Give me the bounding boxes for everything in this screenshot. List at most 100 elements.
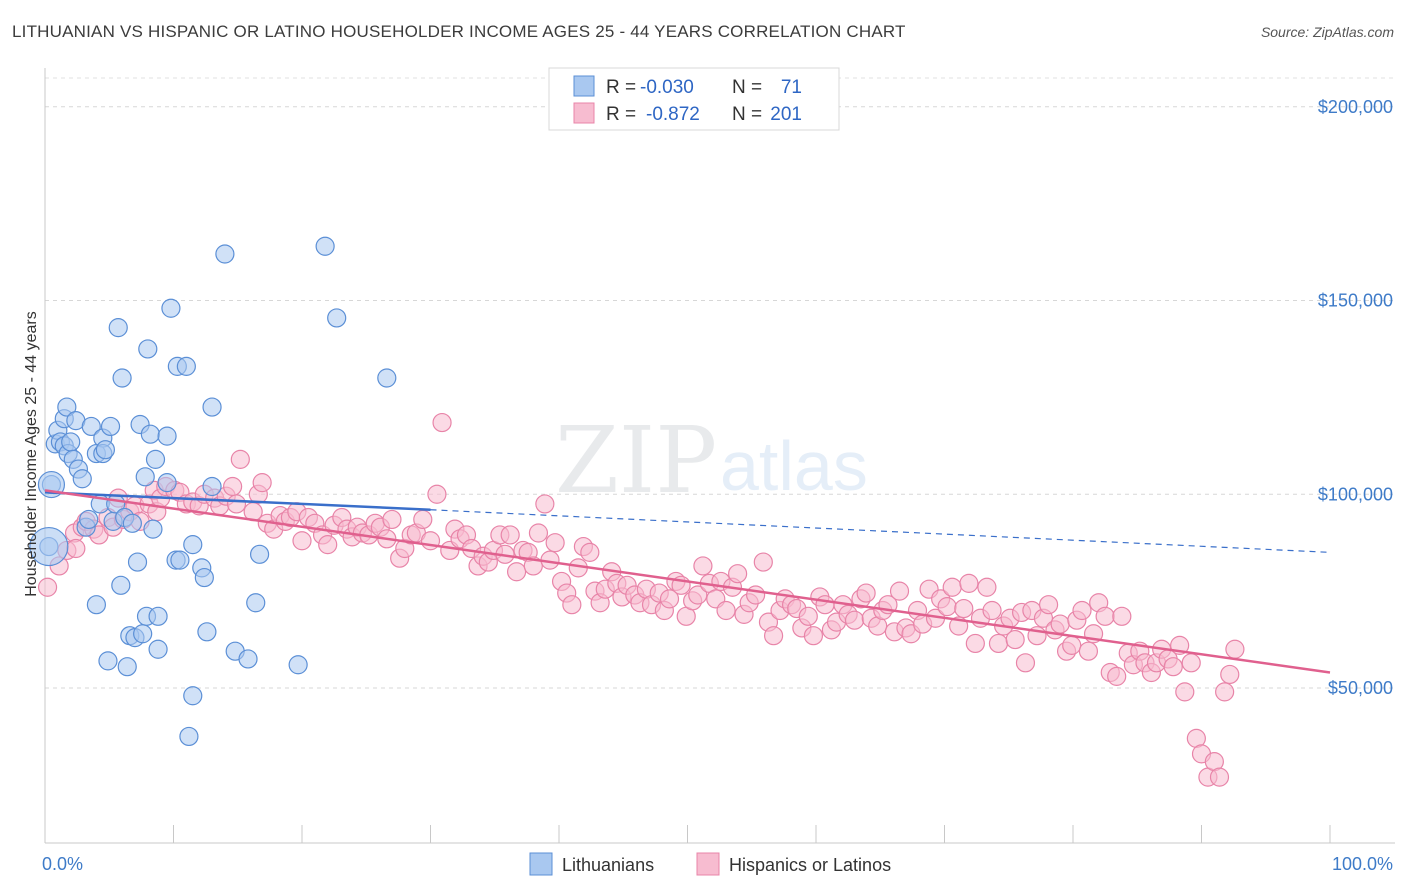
hispanic-point-157 — [959, 573, 979, 593]
hispanic-point-158 — [965, 633, 985, 654]
lithuanian-point-29 — [112, 368, 132, 388]
top-legend: R = -0.030 N = 71 R = -0.872 N = 201 — [548, 67, 840, 131]
lithuanian-point-38 — [135, 467, 155, 487]
lithuanian-point-64 — [246, 593, 266, 613]
bottom-legend-label-2: Hispanics or Latinos — [729, 855, 891, 875]
lithuanian-point-22 — [95, 440, 115, 460]
lithuanian-point-9 — [61, 432, 81, 452]
hispanic-point-121 — [753, 552, 773, 572]
hispanic-point-184 — [1112, 606, 1132, 626]
lithuanian-point-47 — [157, 426, 177, 446]
hispanic-point-139 — [856, 583, 876, 603]
hispanic-point-46 — [318, 535, 338, 555]
lithuanian-trend-line — [44, 491, 431, 511]
lithuanian-point-52 — [176, 356, 196, 376]
lithuanian-point-24 — [100, 416, 121, 437]
lithuanian-point-54 — [183, 686, 203, 706]
y-tick-label-1: $100,000 — [1318, 484, 1393, 504]
lithuanian-point-35 — [127, 552, 148, 572]
hispanic-point-153 — [937, 597, 957, 617]
hispanic-point-4 — [66, 538, 86, 559]
legend-r-value-2: -0.872 — [646, 104, 700, 125]
lithuanian-point-16 — [81, 416, 101, 437]
hispanic-point-35 — [252, 473, 272, 493]
hispanic-point-193 — [1163, 657, 1183, 677]
lithuanian-point-60 — [202, 397, 222, 417]
lithuanian-point-58 — [197, 622, 217, 642]
hispanic-point-167 — [1015, 653, 1036, 673]
chart-title: LITHUANIAN VS HISPANIC OR LATINO HOUSEHO… — [12, 22, 906, 41]
hispanic-point-0 — [37, 577, 58, 597]
lithuanian-points — [29, 236, 397, 747]
lithuanian-point-67 — [315, 236, 335, 256]
bottom-legend-label-1: Lithuanians — [562, 855, 654, 875]
hispanic-point-78 — [506, 562, 527, 582]
hispanic-point-145 — [889, 581, 910, 601]
y-tick-labels: $50,000 $100,000 $150,000 $200,000 — [1318, 97, 1393, 698]
hispanic-point-154 — [942, 577, 962, 597]
lithuanian-point-40 — [138, 339, 158, 359]
lithuanian-point-45 — [148, 639, 168, 659]
legend-r-label-1: R = — [606, 77, 636, 98]
hispanic-point-162 — [988, 633, 1009, 654]
legend-r-value-1: -0.030 — [640, 77, 694, 98]
hispanic-point-57 — [382, 509, 402, 530]
legend-n-value-2: 201 — [770, 104, 802, 125]
hispanic-point-195 — [1175, 682, 1195, 702]
lithuanian-point-63 — [238, 649, 258, 669]
hispanic-point-132 — [815, 595, 835, 615]
hispanic-point-110 — [688, 585, 708, 605]
lithuanian-point-55 — [183, 535, 203, 555]
watermark-zip: ZIP — [555, 407, 717, 514]
lithuanian-point-27 — [108, 318, 128, 338]
lithuanian-trend-extension — [430, 509, 1331, 553]
hispanic-point-120 — [746, 585, 766, 605]
lithuanian-point-37 — [133, 624, 153, 644]
hispanic-point-130 — [803, 626, 824, 646]
lithuanian-point-6 — [57, 397, 77, 417]
y-tick-label-2: $150,000 — [1318, 291, 1393, 311]
hispanic-point-173 — [1050, 614, 1070, 634]
legend-n-label-1: N = — [732, 77, 762, 98]
lithuanian-point-41 — [140, 424, 160, 444]
hispanic-point-82 — [528, 523, 549, 543]
watermark-atlas: atlas — [720, 427, 868, 505]
hispanic-point-31 — [226, 494, 247, 514]
legend-swatch-blue — [573, 75, 595, 97]
hispanic-trend-line — [44, 489, 1331, 674]
bottom-legend-swatch-blue — [529, 852, 553, 876]
lithuanian-point-43 — [145, 449, 166, 469]
lithuanian-point-66 — [288, 655, 308, 675]
hispanic-point-105 — [659, 589, 680, 609]
hispanic-point-171 — [1038, 595, 1059, 615]
bottom-legend-swatch-pink — [696, 852, 720, 876]
bottom-legend: Lithuanians Hispanics or Latinos — [529, 852, 891, 876]
hispanic-point-181 — [1095, 606, 1115, 626]
watermark: ZIP atlas — [555, 407, 868, 514]
y-tick-label-3: $200,000 — [1318, 97, 1393, 117]
hispanic-point-161 — [982, 600, 1002, 621]
hispanic-point-115 — [716, 600, 736, 621]
lithuanian-point-23 — [98, 651, 118, 671]
hispanic-point-42 — [292, 531, 312, 551]
hispanic-point-178 — [1078, 641, 1099, 661]
lithuanian-point-33 — [122, 513, 142, 533]
hispanic-point-32 — [230, 449, 250, 469]
hispanic-point-183 — [1107, 666, 1127, 686]
lithuanian-point-59 — [202, 476, 222, 497]
lithuanian-point-68 — [327, 308, 347, 328]
lithuanian-point-65 — [249, 544, 270, 564]
hispanic-point-202 — [1215, 682, 1235, 702]
trend-lines — [44, 489, 1331, 674]
x-tick-label-1: 100.0% — [1332, 854, 1393, 874]
legend-n-value-1: 71 — [781, 77, 802, 98]
lithuanian-point-42 — [143, 519, 163, 539]
lithuanian-point-69 — [377, 368, 397, 388]
hispanic-point-83 — [535, 494, 555, 514]
hispanic-point-201 — [1209, 767, 1230, 787]
lithuanian-point-53 — [179, 726, 199, 747]
hispanic-point-137 — [844, 610, 865, 630]
lithuanian-point-46 — [157, 473, 177, 493]
lithuanian-point-15 — [79, 509, 99, 530]
hispanic-point-129 — [798, 606, 818, 626]
